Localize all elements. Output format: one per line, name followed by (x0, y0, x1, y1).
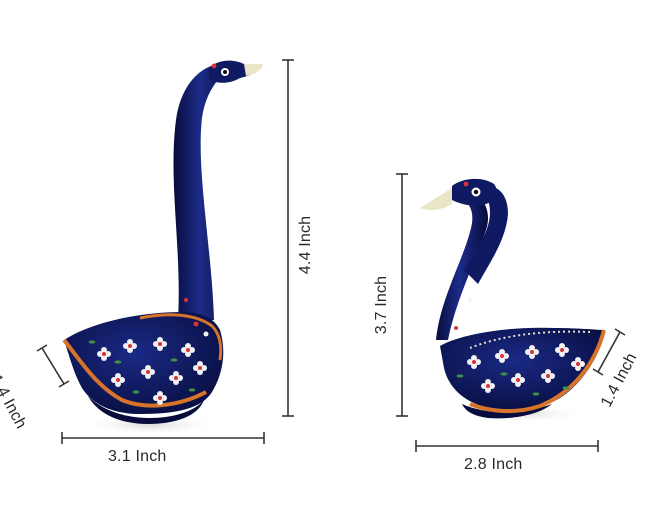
short-swan (420, 178, 606, 423)
tall-width-label: 3.1 Inch (108, 448, 167, 465)
tall-swan (62, 60, 263, 435)
short-depth-line (592, 328, 626, 376)
tall-depth-line (36, 344, 70, 388)
short-height-label: 3.7 Inch (373, 275, 390, 335)
short-width-line (415, 440, 599, 452)
tall-height-label: 4.4 Inch (297, 215, 314, 275)
short-height-line (396, 173, 408, 417)
short-width-label: 2.8 Inch (464, 456, 523, 473)
tall-height-line (282, 59, 294, 417)
tall-width-line (61, 432, 265, 444)
